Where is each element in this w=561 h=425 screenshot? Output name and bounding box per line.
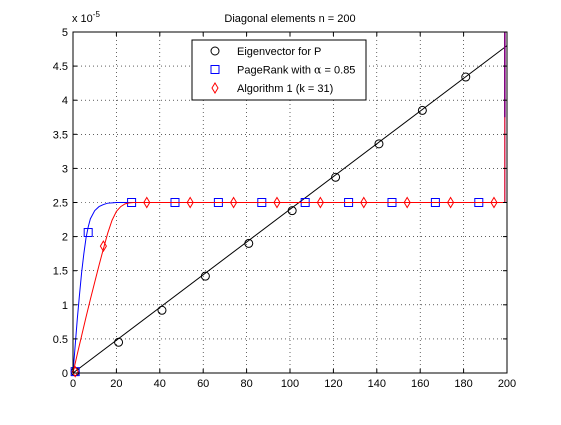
x-tick-label: 120 xyxy=(324,378,342,390)
series-circle-group xyxy=(70,45,508,377)
x-tick-label: 0 xyxy=(70,378,76,390)
chart-title: Diagonal elements n = 200 xyxy=(224,13,355,25)
data-point-diamond xyxy=(446,196,455,209)
data-point-diamond xyxy=(143,196,151,209)
data-point-square xyxy=(70,367,80,377)
data-point-diamond xyxy=(403,196,411,209)
series-line-circle xyxy=(72,45,508,374)
y-tick-label: 3 xyxy=(62,163,68,175)
series-layer xyxy=(70,32,508,378)
legend-marker-circle xyxy=(210,46,220,56)
y-tick-label: 1 xyxy=(62,300,68,312)
data-point-diamond xyxy=(490,196,498,209)
x-tick-label: 20 xyxy=(110,378,122,390)
y-exponent-base: x 10 xyxy=(72,13,93,25)
x-tick-label: 160 xyxy=(411,378,429,390)
legend-label: Algorithm 1 (k = 31) xyxy=(237,83,333,95)
x-tick-label: 180 xyxy=(454,378,472,390)
y-tick-label: 4 xyxy=(62,95,68,107)
y-tick-label: 0.5 xyxy=(53,334,68,346)
data-point-circle xyxy=(331,172,341,182)
legend-items: Eigenvector for P PageRank with α = 0.85 A… xyxy=(210,46,355,95)
x-tick-label: 200 xyxy=(498,378,516,390)
data-point-square xyxy=(83,228,93,238)
y-tick-label: 2.5 xyxy=(53,198,68,210)
data-point-diamond xyxy=(273,196,281,209)
legend-label: Eigenvector for P xyxy=(237,46,321,58)
legend-label-suffix: = 0.85 xyxy=(321,65,355,77)
legend-box xyxy=(191,39,367,101)
data-point-circle xyxy=(244,238,254,248)
data-point-circle xyxy=(417,105,427,115)
series-line-diamond xyxy=(72,32,506,374)
y-tick-label: 4.5 xyxy=(53,61,68,73)
x-tick-label: 40 xyxy=(154,378,166,390)
data-point-circle xyxy=(157,305,167,315)
y-tick-label: 1.5 xyxy=(53,266,68,278)
legend-label: PageRank with α = 0.85 xyxy=(237,64,355,77)
label-layer: 0 20 40 60 80 100 120 140 160 180 200 0 0.5 1 1.5 2 2.5 3… xyxy=(53,27,516,390)
data-point-circle xyxy=(374,139,384,149)
y-tick-label: 0 xyxy=(62,368,68,380)
data-point-circle xyxy=(114,337,124,347)
y-exponent-power: -5 xyxy=(93,10,101,19)
y-exponent-label: x 10-5 xyxy=(72,10,100,25)
data-point-diamond xyxy=(99,240,107,253)
x-tick-label: 80 xyxy=(240,378,252,390)
legend-marker-square xyxy=(210,65,220,74)
legend-label-prefix: PageRank with xyxy=(237,65,314,77)
data-point-diamond xyxy=(316,196,324,209)
y-tick-label: 5 xyxy=(62,27,68,39)
y-tick-label: 2 xyxy=(62,232,68,244)
data-point-diamond xyxy=(229,196,238,209)
x-tick-label: 60 xyxy=(197,378,209,390)
data-point-circle xyxy=(461,72,471,82)
data-point-diamond xyxy=(186,196,194,209)
data-point-circle xyxy=(287,206,297,216)
x-tick-label: 140 xyxy=(368,378,386,390)
x-tick-label: 100 xyxy=(281,378,299,390)
data-point-circle xyxy=(200,271,210,281)
legend-marker-diamond xyxy=(211,82,219,94)
legend: Eigenvector for P PageRank with α = 0.85 A… xyxy=(191,39,367,101)
data-point-diamond xyxy=(360,196,368,209)
tick-layer xyxy=(72,31,508,374)
legend-label-symbol: α xyxy=(314,64,322,77)
y-tick-label: 3.5 xyxy=(53,129,68,141)
